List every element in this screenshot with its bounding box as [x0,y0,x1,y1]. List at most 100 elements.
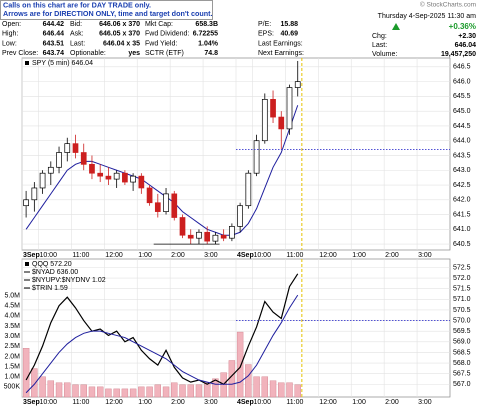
y-tick-label: 642.5 [453,182,471,189]
volume-bar [195,384,203,398]
candle-body [146,187,153,204]
y2-tick-label: 1.5M [4,363,20,370]
candle-body [89,163,95,174]
candle-body [23,199,29,207]
volume-bar [80,384,87,398]
x-tick-label: 3:00 [204,399,218,406]
y-tick-label: 641.0 [453,226,471,233]
note-box [0,0,213,20]
y2-tick-label: 500K [4,384,21,391]
candle-body [196,231,202,239]
volume-bar [236,331,244,398]
volume-bar [187,384,194,398]
quote-value: 74.8 [204,50,218,57]
y-tick-label: 570.5 [453,307,471,314]
candle-body [237,205,243,227]
candle-body [204,231,211,242]
quote-value: 643.74 [43,50,65,57]
quote-label: Last Earnings: [258,40,303,47]
volume-bar [31,368,38,398]
quote-value: 658.3B [195,21,218,28]
candle-body [220,234,227,239]
volume-bar [212,378,219,398]
quote-value: 6.72255 [193,31,218,38]
copyright: © StockCharts.com [420,1,476,9]
x-tick-label: 2:00 [171,399,185,406]
y-tick-label: 568.5 [453,349,471,356]
volume-bar [72,384,79,398]
y-tick-label: 646.5 [453,64,471,71]
y-tick-label: 645.5 [453,93,471,100]
y2-tick-label: 4.5M [4,303,20,310]
candle-body [179,217,186,236]
x-tick-label: 4Sep [237,399,254,406]
candle-body [64,143,71,153]
change-pct: +0.36% [449,22,476,31]
volume-bar [113,388,120,398]
x-tick-label: 10:00 [253,252,271,259]
quote-label: Next Earnings: [258,50,304,57]
quote-label: Fwd Yield: [145,40,177,47]
volume-bar [138,386,145,398]
x-tick-label: 3Sep [23,252,40,259]
y-tick-label: 572.5 [453,264,471,271]
quote-label: Fwd Dividend: [145,31,189,38]
volume-bar [105,388,112,398]
y-tick-label: 571.0 [453,296,471,303]
x-tick-label: 1:00 [352,252,366,259]
quote-value: 646.44 [43,31,65,38]
candle-body [122,172,128,183]
y2-tick-label: 2.5M [4,343,20,350]
quote-value: 646.04 x 35 [103,40,140,47]
quote-value: 1.04% [198,40,219,47]
quote-label: EPS: [258,31,274,38]
note-line: Arrows are for DIRECTION ONLY, time and … [3,9,213,18]
quote-label: Last: [70,40,85,47]
quote-value: 15.88 [280,21,298,28]
quote-label: Open: [2,21,21,28]
y-tick-label: 645.0 [453,108,471,115]
legend-label: $NYUPV:$NYDNV 1.02 [32,277,106,284]
legend-swatch [25,262,29,266]
up-arrow-icon [392,23,400,30]
legend-swatch [25,61,29,65]
y-tick-label: 642.0 [453,197,471,204]
volume-bar [129,388,137,398]
volume-bar [146,386,153,398]
x-tick-label: 2:00 [171,252,185,259]
y-tick-label: 569.0 [453,339,471,346]
x-tick-label: 1:00 [138,252,152,259]
quote-label: SCTR (ETF) [145,50,184,57]
y-tick-label: 571.5 [453,286,471,293]
date: Thursday 4-Sep-2025 11:30 am [378,13,476,20]
candle-body [72,143,79,153]
y2-tick-label: 3.5M [4,323,20,330]
candle-body [56,152,62,168]
x-tick-label: 1:00 [138,399,152,406]
x-tick-label: 11:00 [72,399,89,406]
candle-body [105,175,112,180]
legend-label: $TRIN 1.59 [32,285,68,292]
x-tick-label: 2:00 [385,399,399,406]
y2-tick-label: 4.0M [4,313,20,320]
stat-label: Last: [372,42,387,49]
volume-bar [179,384,186,398]
quote-label: Optionable: [70,50,106,57]
x-tick-label: 12:00 [105,399,123,406]
x-tick-label: 11:00 [286,399,303,406]
y-tick-label: 570.0 [453,317,471,324]
quote-label: Bid: [70,21,82,28]
volume-bar [22,348,30,398]
volume-bar [162,386,170,398]
candle-body [229,226,235,239]
quote-label: Mkt Cap: [145,21,173,28]
stat-label: Volume: [372,51,397,58]
quote-label: Ask: [70,31,84,38]
y-tick-label: 572.0 [453,275,471,282]
candle-body [47,166,54,174]
x-tick-label: 3:00 [418,399,432,406]
volume-bar [294,384,301,398]
candle-body [187,234,194,239]
